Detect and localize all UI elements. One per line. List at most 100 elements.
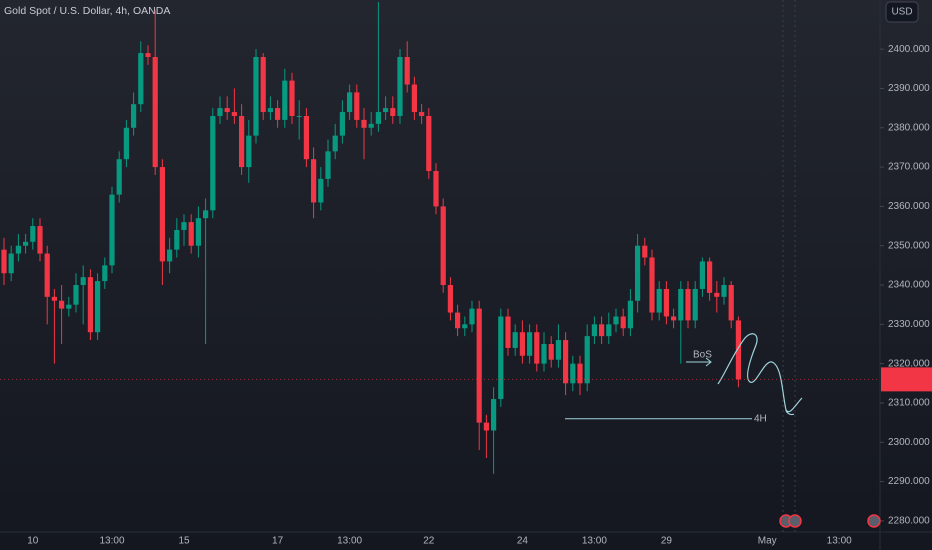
y-tick-label: 2300.000 [888, 437, 930, 448]
candle-body [44, 253, 50, 297]
candle-body [591, 324, 597, 337]
candle-body [231, 112, 237, 116]
y-tick-label: 2390.000 [888, 83, 930, 94]
candle-body [354, 92, 360, 120]
candle-body [383, 108, 389, 113]
candle-body [95, 281, 101, 333]
candle-body [275, 108, 281, 120]
last-price-tag [881, 367, 932, 392]
candle-body [519, 332, 525, 356]
candle-body [116, 159, 122, 195]
candle-body [109, 194, 115, 266]
candle-body [613, 316, 619, 325]
x-tick-label: 10 [27, 536, 39, 547]
candle-body [491, 399, 497, 431]
candle-body [325, 151, 331, 179]
candle-body [721, 285, 727, 297]
candle-body [599, 324, 605, 337]
y-tick-label: 2350.000 [888, 240, 930, 251]
candle-body [390, 108, 396, 116]
candle-body [426, 115, 432, 172]
y-tick-label: 2360.000 [888, 201, 930, 212]
candle-body [203, 210, 209, 219]
candle-body [404, 57, 410, 85]
candle-body [246, 135, 252, 168]
bottom-icons [779, 514, 881, 528]
y-tick-label: 2280.000 [888, 516, 930, 527]
candle-body [102, 265, 108, 282]
candle-body [728, 285, 734, 321]
candle-body [642, 245, 648, 258]
x-tick-label: May [758, 536, 777, 547]
candle-body [87, 277, 93, 333]
x-tick-label: 22 [423, 536, 435, 547]
candle-body [534, 332, 540, 364]
candle-body [303, 115, 309, 160]
x-tick-label: 13:00 [337, 536, 362, 547]
candle-body [541, 343, 547, 364]
candle-body [663, 288, 669, 317]
candle-body [167, 249, 173, 262]
candle-body [620, 316, 626, 329]
candle-body [563, 340, 569, 384]
candle-body [476, 308, 482, 423]
candle-body [555, 340, 561, 360]
candle-body [15, 245, 21, 254]
candle-body [80, 277, 86, 286]
currency-badge[interactable] [885, 1, 919, 23]
candle-body [584, 336, 590, 384]
candle-body [123, 127, 129, 160]
candle-body [375, 112, 381, 124]
currency-label: USD [891, 7, 912, 18]
candle-body [368, 123, 374, 128]
x-tick-label: 17 [272, 536, 284, 547]
level-label: 4H [754, 413, 767, 424]
y-tick-label: 2310.000 [888, 398, 930, 409]
candle-body [8, 253, 14, 274]
candle-body [260, 57, 266, 113]
chart-title: Gold Spot / U.S. Dollar, 4h, OANDA [4, 5, 170, 17]
candle-body [159, 167, 165, 262]
candle-body [447, 285, 453, 313]
x-tick-label: 13:00 [99, 536, 124, 547]
candle-body [311, 159, 317, 203]
candle-body [131, 104, 137, 128]
candle-body [318, 178, 324, 203]
candle-body [51, 296, 57, 301]
bos-arrow [686, 357, 712, 367]
candle-body [188, 222, 194, 246]
candle-body [1, 249, 7, 274]
candle-body [296, 115, 302, 117]
candle-body [37, 226, 43, 254]
candle-body [174, 229, 180, 250]
candle-body [138, 53, 144, 105]
candle-body [627, 300, 633, 329]
candle-body [462, 324, 468, 329]
candle-body [714, 292, 720, 297]
x-tick-label: 29 [661, 536, 673, 547]
annotation: BoS [693, 350, 712, 361]
candle-body [332, 135, 338, 152]
event-icon[interactable] [867, 514, 881, 528]
candle-body [548, 343, 554, 360]
candle-body [239, 115, 245, 168]
candle-body [152, 57, 158, 168]
candle-body [440, 206, 446, 286]
candle-body [692, 288, 698, 321]
event-icon[interactable] [788, 514, 802, 528]
y-tick-label: 2290.000 [888, 476, 930, 487]
candle-body [707, 261, 713, 293]
candle-body [253, 57, 259, 136]
candle-body [671, 316, 677, 321]
candle-body [635, 245, 641, 301]
y-tick-label: 2400.000 [888, 44, 930, 55]
candle-body [66, 304, 72, 309]
candle-body [606, 324, 612, 337]
candle-body [699, 261, 705, 289]
candle-body [224, 108, 230, 113]
candle-body [649, 257, 655, 313]
candle-body [483, 422, 489, 431]
candle-body [577, 363, 583, 384]
